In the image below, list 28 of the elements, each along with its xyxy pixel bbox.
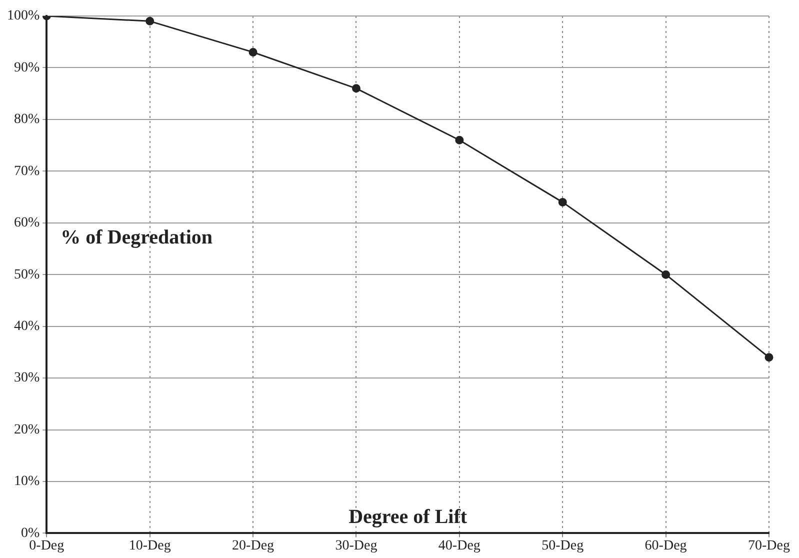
y-tick-label: 0% — [20, 526, 40, 541]
y-tick-label: 30% — [14, 370, 40, 386]
y-tick-label: 90% — [14, 60, 40, 76]
point — [455, 136, 464, 144]
y-axis-title: % of Degredation — [60, 226, 213, 249]
x-tick-label: 40-Deg — [438, 538, 480, 554]
y-tick-label: 70% — [14, 164, 40, 179]
point — [558, 198, 567, 206]
x-tick-label: 30-Deg — [335, 538, 378, 554]
y-tick-label: 10% — [14, 474, 40, 490]
point — [248, 48, 258, 56]
y-tick-label: 40% — [14, 318, 40, 334]
x-tick-label: 60-Deg — [644, 538, 687, 554]
point — [146, 16, 154, 26]
y-tick-label: 20% — [14, 422, 40, 438]
y-tick-label: 50% — [14, 267, 40, 282]
point — [352, 84, 360, 93]
x-tick-label: 0-Deg — [29, 538, 64, 554]
x-tick-label: 50-Deg — [542, 538, 584, 554]
x-tick-label: 10-Deg — [128, 538, 171, 554]
point — [662, 270, 670, 279]
point — [764, 353, 774, 362]
y-tick-label: 60% — [14, 216, 40, 231]
x-tick-label: 70-Deg — [748, 538, 790, 554]
x-axis-title: Degree of Lift — [348, 506, 468, 528]
y-tick-label: 80% — [14, 112, 40, 128]
x-tick-label: 20-Deg — [232, 538, 274, 554]
y-tick-label: 100% — [6, 8, 40, 24]
